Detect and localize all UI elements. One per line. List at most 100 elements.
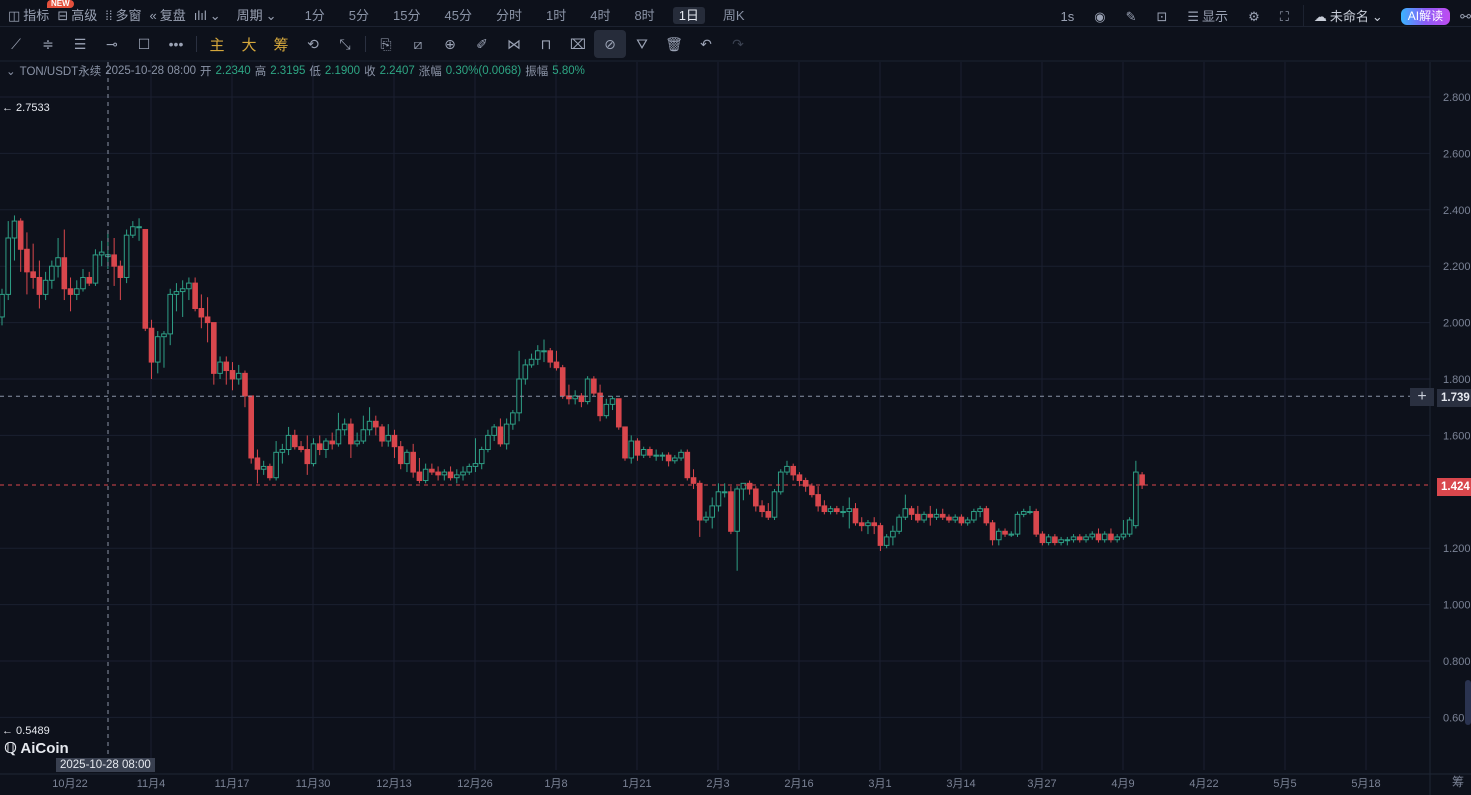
candle-body xyxy=(329,440,335,445)
chart-icon: ◫ xyxy=(8,8,21,23)
lock-icon[interactable]: ⊓ xyxy=(540,35,552,52)
add-alert-plus-button[interactable]: + xyxy=(1410,388,1434,406)
multi-window-button[interactable]: ⁞⁞ 多窗 xyxy=(105,8,141,23)
candle-body xyxy=(1120,533,1127,538)
add-window-icon[interactable]: ⊡ xyxy=(1156,8,1168,24)
more-icon[interactable]: ••• xyxy=(168,36,184,52)
candle-body xyxy=(784,465,790,473)
candle xyxy=(615,398,622,430)
collapse-icon[interactable]: ⌄ xyxy=(6,66,16,78)
period-tab[interactable]: 1时 xyxy=(545,8,567,23)
replay-button[interactable]: «复盘 xyxy=(149,8,185,23)
candle-body xyxy=(198,308,205,318)
candle xyxy=(684,449,691,481)
candle-body xyxy=(946,516,952,521)
candle xyxy=(964,517,971,526)
parallel-channel-icon[interactable]: ≑ xyxy=(42,35,54,52)
time-tick-label: 11月17 xyxy=(215,778,250,790)
candle xyxy=(834,505,840,515)
chart-type-dropdown[interactable]: ılıl ⌄ xyxy=(194,8,221,23)
candle xyxy=(1064,536,1071,546)
candle xyxy=(192,277,198,312)
rectangle-icon[interactable]: ☐ xyxy=(137,35,151,52)
period-tab[interactable]: 1分 xyxy=(304,8,325,23)
fib-lines-icon[interactable]: ☰ xyxy=(73,35,87,52)
zoom-icon[interactable]: ⊕ xyxy=(444,35,456,52)
period-tab[interactable]: 8时 xyxy=(634,8,655,23)
brush-icon[interactable]: ✐ xyxy=(476,35,488,52)
candle xyxy=(211,322,217,385)
price-tick-label: 2.400 xyxy=(1443,205,1471,217)
link-drawings-icon[interactable]: ⊘ xyxy=(594,30,626,58)
settings-icon[interactable]: ⚙ xyxy=(1248,8,1260,24)
period-tab[interactable]: 周K xyxy=(722,8,745,23)
period-tab[interactable]: 15分 xyxy=(393,8,421,23)
candle-body xyxy=(858,522,865,527)
candle xyxy=(235,364,242,385)
display-button[interactable]: ☰ 显示 xyxy=(1187,9,1228,24)
candle-body xyxy=(310,443,317,465)
layout-name-dropdown[interactable]: ☁ 未命名 ⌄ xyxy=(1314,9,1383,24)
period-tab[interactable]: 4时 xyxy=(590,8,611,23)
note-icon[interactable]: ⎘ xyxy=(380,35,392,52)
candle xyxy=(429,463,435,475)
period-tab[interactable]: 45分 xyxy=(444,8,472,23)
candle xyxy=(273,441,279,481)
candle-body xyxy=(142,229,149,329)
candle-body xyxy=(80,276,86,290)
link-icon[interactable]: ⚯ xyxy=(1460,8,1471,24)
candle xyxy=(827,505,834,515)
interval-button[interactable]: 1s xyxy=(1060,8,1075,24)
period-tab[interactable]: 1日 xyxy=(672,7,705,24)
indicators-button[interactable]: ◫ 指标 xyxy=(8,8,49,23)
period-tab[interactable]: 5分 xyxy=(348,8,370,23)
close-label: 收 xyxy=(364,66,376,78)
candle xyxy=(217,356,223,379)
candle xyxy=(534,345,541,365)
candle xyxy=(130,221,136,238)
period-tab[interactable]: 分时 xyxy=(495,8,522,23)
period-dropdown[interactable]: 周期 ⌄ xyxy=(237,8,277,23)
sync-icon[interactable]: ⟲ xyxy=(307,35,319,52)
undo-icon[interactable]: ↶ xyxy=(700,35,712,52)
ruler-icon[interactable]: ⧄ xyxy=(413,35,423,52)
large-orders-button[interactable]: 大 xyxy=(241,36,257,54)
ai-interpret-button[interactable]: AI解读 xyxy=(1400,7,1451,25)
pencil-icon[interactable]: ✎ xyxy=(1125,8,1137,24)
hide-drawings-icon[interactable]: ⌧ xyxy=(569,35,587,52)
advanced-button[interactable]: ⊟ 高级 xyxy=(57,8,97,23)
main-indicator-button[interactable]: 主 xyxy=(209,36,225,54)
scrollbar[interactable] xyxy=(1465,680,1471,725)
redo-icon[interactable]: ↷ xyxy=(732,35,744,52)
crosshair-price-tag: 1.739 xyxy=(1437,389,1471,407)
candle xyxy=(304,435,311,475)
filter-icon[interactable]: ⛛ xyxy=(636,35,648,52)
trash-icon[interactable]: 🗑 xyxy=(665,35,683,52)
fullscreen-icon[interactable]: ⛶ xyxy=(1279,8,1289,24)
candle-body xyxy=(248,395,254,459)
candle-body xyxy=(672,457,678,462)
candle-body xyxy=(1002,530,1008,535)
candle-body xyxy=(678,451,684,459)
range-max-label: ← 2.7533 xyxy=(2,102,50,114)
top-right-controls: 1s ◉ ✎ ⊡ ☰ 显示 ⚙ ⛶ ☁ 未命名 ⌄ AI解读 ⚯ xyxy=(1053,0,1471,27)
candle xyxy=(1076,534,1083,543)
camera-icon[interactable]: ◉ xyxy=(1094,8,1106,24)
logo-icon: ℚ xyxy=(4,740,17,757)
eraser-line-icon[interactable]: ⤡ xyxy=(339,35,351,52)
chips-button[interactable]: 筹 xyxy=(273,36,289,54)
candle-body xyxy=(497,426,504,445)
candle xyxy=(510,410,516,430)
horizontal-line-icon[interactable]: ⊸ xyxy=(106,35,118,52)
candle-body xyxy=(316,443,323,450)
candle-body xyxy=(360,429,367,442)
open-label: 开 xyxy=(200,66,212,78)
magnet-icon[interactable]: ⋈ xyxy=(507,35,521,52)
candle-body xyxy=(921,513,927,521)
trend-line-icon[interactable]: ⟋ xyxy=(11,35,21,52)
time-tick-label: 3月14 xyxy=(946,778,975,790)
candle-body xyxy=(933,513,940,518)
candle xyxy=(485,429,491,453)
candle xyxy=(5,221,12,301)
